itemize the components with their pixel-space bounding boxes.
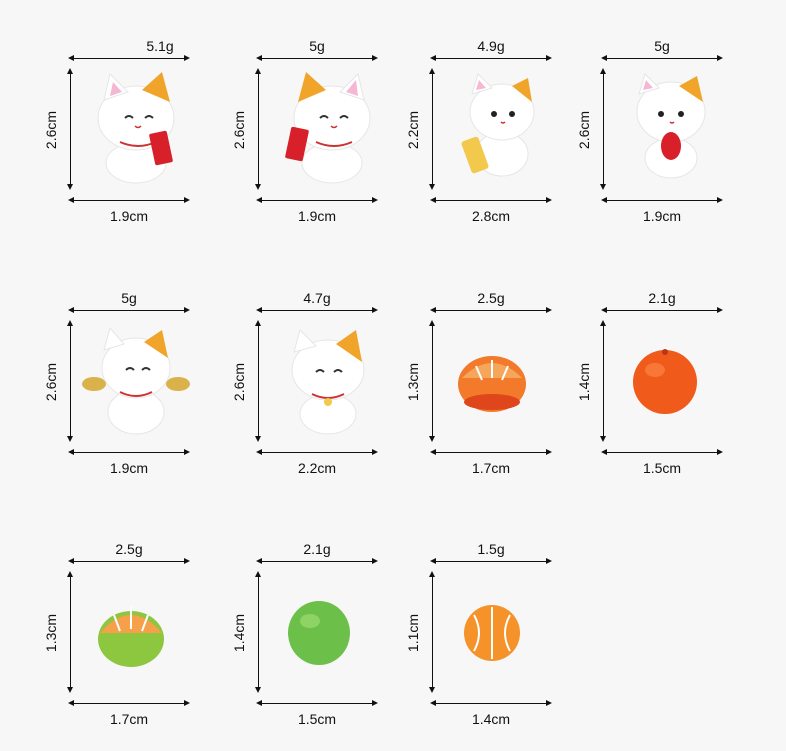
width-label: 2.2cm bbox=[297, 460, 337, 476]
weight-label: 4.9g bbox=[477, 38, 505, 54]
weight-dimension-line bbox=[256, 55, 378, 61]
width-dimension-line bbox=[68, 449, 190, 455]
peeled-orange-figure bbox=[458, 356, 526, 412]
height-dimension-line bbox=[429, 68, 435, 190]
width-dimension-line bbox=[256, 449, 378, 455]
width-label: 1.5cm bbox=[642, 460, 682, 476]
width-label: 1.9cm bbox=[109, 208, 149, 224]
width-dimension-line bbox=[68, 197, 190, 203]
height-label: 2.6cm bbox=[231, 362, 248, 402]
width-dimension-line bbox=[430, 449, 552, 455]
height-dimension-line bbox=[600, 68, 606, 190]
width-label: 1.4cm bbox=[471, 711, 511, 727]
weight-dimension-line bbox=[430, 558, 552, 564]
height-dimension-line bbox=[429, 571, 435, 693]
product-cell-9: 2.5g 1.3cm 1.7cm bbox=[43, 541, 250, 741]
height-dimension-line bbox=[67, 320, 73, 442]
weight-dimension-line bbox=[430, 55, 552, 61]
height-dimension-line bbox=[67, 68, 73, 190]
height-dimension-line bbox=[255, 320, 261, 442]
product-cell-8: 2.1g 1.4cm 1.5cm bbox=[576, 290, 783, 490]
width-dimension-line bbox=[68, 700, 190, 706]
height-label: 1.4cm bbox=[576, 362, 593, 402]
height-label: 2.6cm bbox=[43, 110, 60, 150]
height-dimension-line bbox=[255, 571, 261, 693]
product-cell-7: 2.5g 1.3cm 1.7cm bbox=[405, 290, 612, 490]
product-cell-5: 5g 2.6cm 1.9cm bbox=[43, 290, 250, 490]
weight-label: 4.7g bbox=[303, 290, 331, 306]
weight-dimension-line bbox=[68, 307, 190, 313]
weight-label: 5g bbox=[654, 38, 670, 54]
width-dimension-line bbox=[256, 197, 378, 203]
lime-figure bbox=[288, 601, 350, 665]
weight-label: 5g bbox=[309, 38, 325, 54]
lucky-cat-figure bbox=[82, 326, 190, 435]
weight-dimension-line bbox=[256, 558, 378, 564]
height-label: 1.1cm bbox=[405, 613, 422, 653]
width-label: 2.8cm bbox=[471, 208, 511, 224]
product-cell-3: 4.9g 2.2cm 2.8cm bbox=[405, 38, 612, 238]
height-dimension-line bbox=[600, 320, 606, 442]
weight-dimension-line bbox=[68, 558, 190, 564]
height-label: 2.6cm bbox=[43, 362, 60, 402]
product-cell-2: 5g 2.6cm 1.9cm bbox=[231, 38, 438, 238]
weight-label: 5g bbox=[121, 290, 137, 306]
height-label: 1.3cm bbox=[43, 613, 60, 653]
width-dimension-line bbox=[601, 449, 723, 455]
width-dimension-line bbox=[430, 700, 552, 706]
lucky-cat-figure bbox=[636, 73, 706, 179]
lucky-cat-figure bbox=[461, 73, 535, 177]
height-label: 1.4cm bbox=[231, 613, 248, 653]
height-label: 2.6cm bbox=[231, 110, 248, 150]
weight-label: 2.1g bbox=[648, 290, 676, 306]
weight-label: 5.1g bbox=[146, 38, 174, 54]
green-peeled-orange-figure bbox=[98, 607, 164, 667]
product-cell-11: 1.5g 1.1cm 1.4cm bbox=[405, 541, 612, 741]
weight-dimension-line bbox=[601, 307, 723, 313]
width-dimension-line bbox=[601, 197, 723, 203]
lucky-cat-figure bbox=[291, 329, 365, 435]
product-cell-4: 5g 2.6cm 1.9cm bbox=[576, 38, 783, 238]
weight-dimension-line bbox=[601, 55, 723, 61]
weight-label: 1.5g bbox=[477, 541, 505, 557]
width-label: 1.9cm bbox=[297, 208, 337, 224]
weight-label: 2.1g bbox=[303, 541, 331, 557]
height-label: 2.2cm bbox=[405, 110, 422, 150]
weight-dimension-line bbox=[430, 307, 552, 313]
width-label: 1.7cm bbox=[471, 460, 511, 476]
weight-dimension-line bbox=[256, 307, 378, 313]
height-dimension-line bbox=[429, 320, 435, 442]
product-cell-1: 5.1g 2.6cm 1.9cm bbox=[43, 38, 250, 238]
whole-orange-figure bbox=[633, 349, 697, 414]
lucky-cat-figure bbox=[97, 72, 175, 184]
height-label: 2.6cm bbox=[576, 110, 593, 150]
product-cell-10: 2.1g 1.4cm 1.5cm bbox=[231, 541, 438, 741]
width-label: 1.5cm bbox=[297, 711, 337, 727]
height-dimension-line bbox=[67, 571, 73, 693]
orange-segments-figure bbox=[464, 605, 520, 661]
height-label: 1.3cm bbox=[405, 362, 422, 402]
weight-dimension-line bbox=[68, 55, 190, 61]
product-cell-6: 4.7g 2.6cm 2.2cm bbox=[231, 290, 438, 490]
lucky-cat-figure bbox=[285, 72, 371, 184]
width-dimension-line bbox=[256, 700, 378, 706]
width-label: 1.7cm bbox=[109, 711, 149, 727]
height-dimension-line bbox=[255, 68, 261, 190]
width-label: 1.9cm bbox=[642, 208, 682, 224]
weight-label: 2.5g bbox=[115, 541, 143, 557]
width-label: 1.9cm bbox=[109, 460, 149, 476]
weight-label: 2.5g bbox=[477, 290, 505, 306]
width-dimension-line bbox=[430, 197, 552, 203]
